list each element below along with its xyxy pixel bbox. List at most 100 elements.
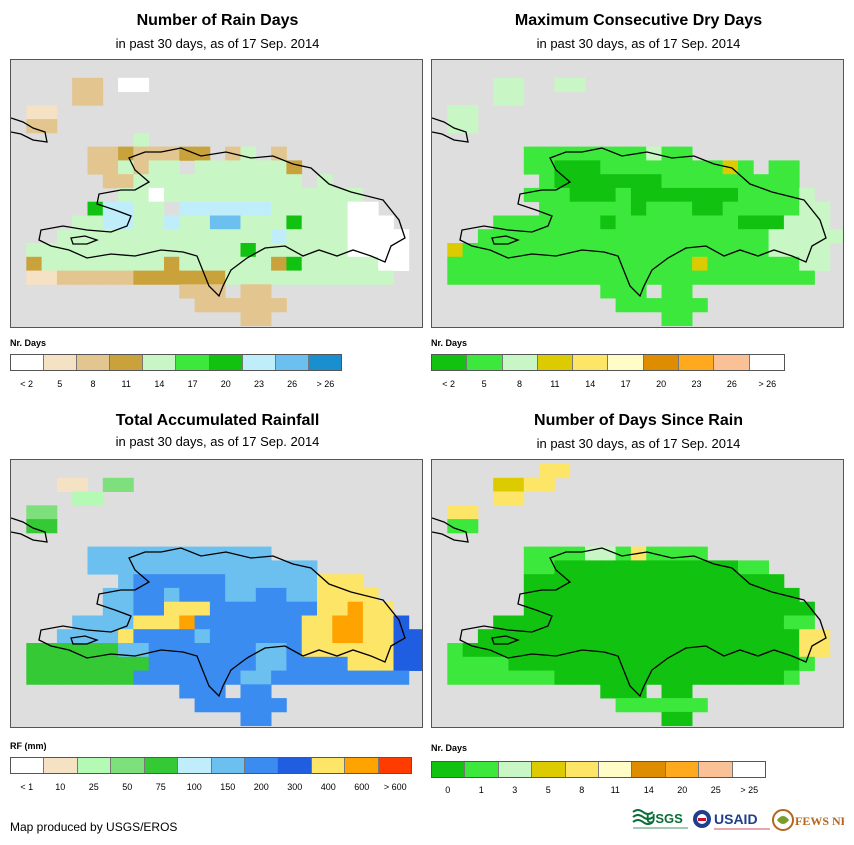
grid-cell (271, 670, 287, 685)
grid-cell (692, 229, 708, 244)
grid-cell (179, 574, 195, 589)
grid-cell (554, 187, 571, 203)
legend-swatch (278, 758, 312, 773)
grid-cell (523, 670, 540, 685)
panel-subtitle: in past 30 days, as of 17 Sep. 2014 (115, 434, 320, 449)
grid-cell (692, 201, 708, 216)
grid-cell (148, 187, 165, 203)
grid-cell (255, 574, 272, 589)
grid-cell (600, 229, 616, 244)
grid-cell (347, 629, 364, 644)
grid-cell (630, 698, 647, 713)
grid-cell (554, 615, 571, 630)
grid-cell (225, 698, 241, 713)
grid-cell (240, 311, 257, 327)
grid-cell (600, 643, 616, 658)
grid-cell (753, 615, 769, 630)
grid-cell (56, 270, 73, 285)
grid-cell (378, 215, 394, 230)
legend-swatch (699, 762, 733, 777)
grid-cell (271, 256, 287, 271)
grid-cell (554, 270, 571, 285)
grid-cell (799, 215, 815, 230)
grid-cell (676, 229, 693, 244)
legend-tick-label: 50 (122, 782, 133, 792)
grid-cell (707, 160, 724, 175)
grid-cell (493, 77, 509, 92)
grid-cell (271, 643, 287, 658)
grid-cell (118, 229, 134, 244)
grid-cell (523, 256, 540, 271)
grid-cell (408, 643, 422, 658)
grid-cell (179, 146, 195, 161)
grid-cell (676, 629, 693, 644)
grid-cell (615, 187, 632, 203)
grid-cell (783, 243, 800, 258)
grid-cell (783, 629, 800, 644)
coastline-minor (432, 517, 469, 543)
grid-cell (661, 574, 678, 589)
grid-cell (393, 629, 410, 644)
grid-cell (615, 243, 632, 258)
legend-tick-label: 5 (481, 379, 487, 389)
grid-cell (753, 256, 769, 271)
grid-cell (286, 574, 303, 589)
grid-cell (179, 587, 195, 603)
grid-cell (209, 187, 226, 203)
grid-cell (630, 298, 647, 313)
grid-cell (569, 174, 586, 189)
grid-cell (707, 574, 724, 589)
grid-cell (317, 256, 333, 271)
grid-cell (738, 656, 754, 671)
grid-cell (194, 243, 211, 258)
map-grid (432, 77, 843, 327)
grid-cell (814, 229, 831, 244)
grid-cell (539, 670, 555, 685)
grid-cell (118, 256, 134, 271)
grid-cell (462, 256, 479, 271)
grid-cell (615, 601, 632, 616)
grid-cell (26, 656, 42, 671)
grid-cell (118, 587, 134, 603)
grid-cell (768, 574, 785, 589)
grid-cell (738, 270, 754, 285)
grid-cell (225, 160, 241, 175)
grid-cell (332, 229, 348, 244)
grid-cell (493, 270, 509, 285)
grid-cell (615, 174, 632, 189)
grid-cell (523, 574, 540, 589)
grid-cell (753, 229, 769, 244)
grid-cell (539, 270, 555, 285)
grid-cell (523, 243, 540, 258)
grid-cell (523, 656, 540, 671)
grid-cell (615, 698, 632, 713)
grid-cell (783, 643, 800, 658)
grid-cell (493, 215, 509, 230)
grid-cell (209, 229, 226, 244)
grid-cell (301, 215, 318, 230)
grid-cell (271, 629, 287, 644)
grid-cell (630, 643, 647, 658)
legend-tick-label: 25 (710, 785, 721, 795)
legend-tick-label: 8 (90, 379, 96, 389)
grid-cell (661, 560, 678, 575)
grid-cell (493, 91, 509, 106)
grid-cell (148, 256, 165, 271)
grid-cell (26, 119, 42, 134)
grid-cell (87, 77, 104, 92)
panel-rain-days: Number of Rain Days in past 30 days, as … (10, 8, 425, 408)
grid-cell (255, 160, 272, 175)
grid-cell (118, 656, 134, 671)
grid-cell (164, 174, 180, 189)
grid-cell (646, 256, 662, 271)
grid-cell (209, 270, 226, 285)
grid-cell (753, 670, 769, 685)
grid-cell (447, 270, 463, 285)
grid-cell (118, 629, 134, 644)
map-max-dry-days (431, 59, 844, 328)
grid-cell (692, 560, 708, 575)
grid-cell (301, 670, 318, 685)
grid-cell (661, 643, 678, 658)
grid-cell (477, 256, 494, 271)
grid-cell (286, 174, 303, 189)
